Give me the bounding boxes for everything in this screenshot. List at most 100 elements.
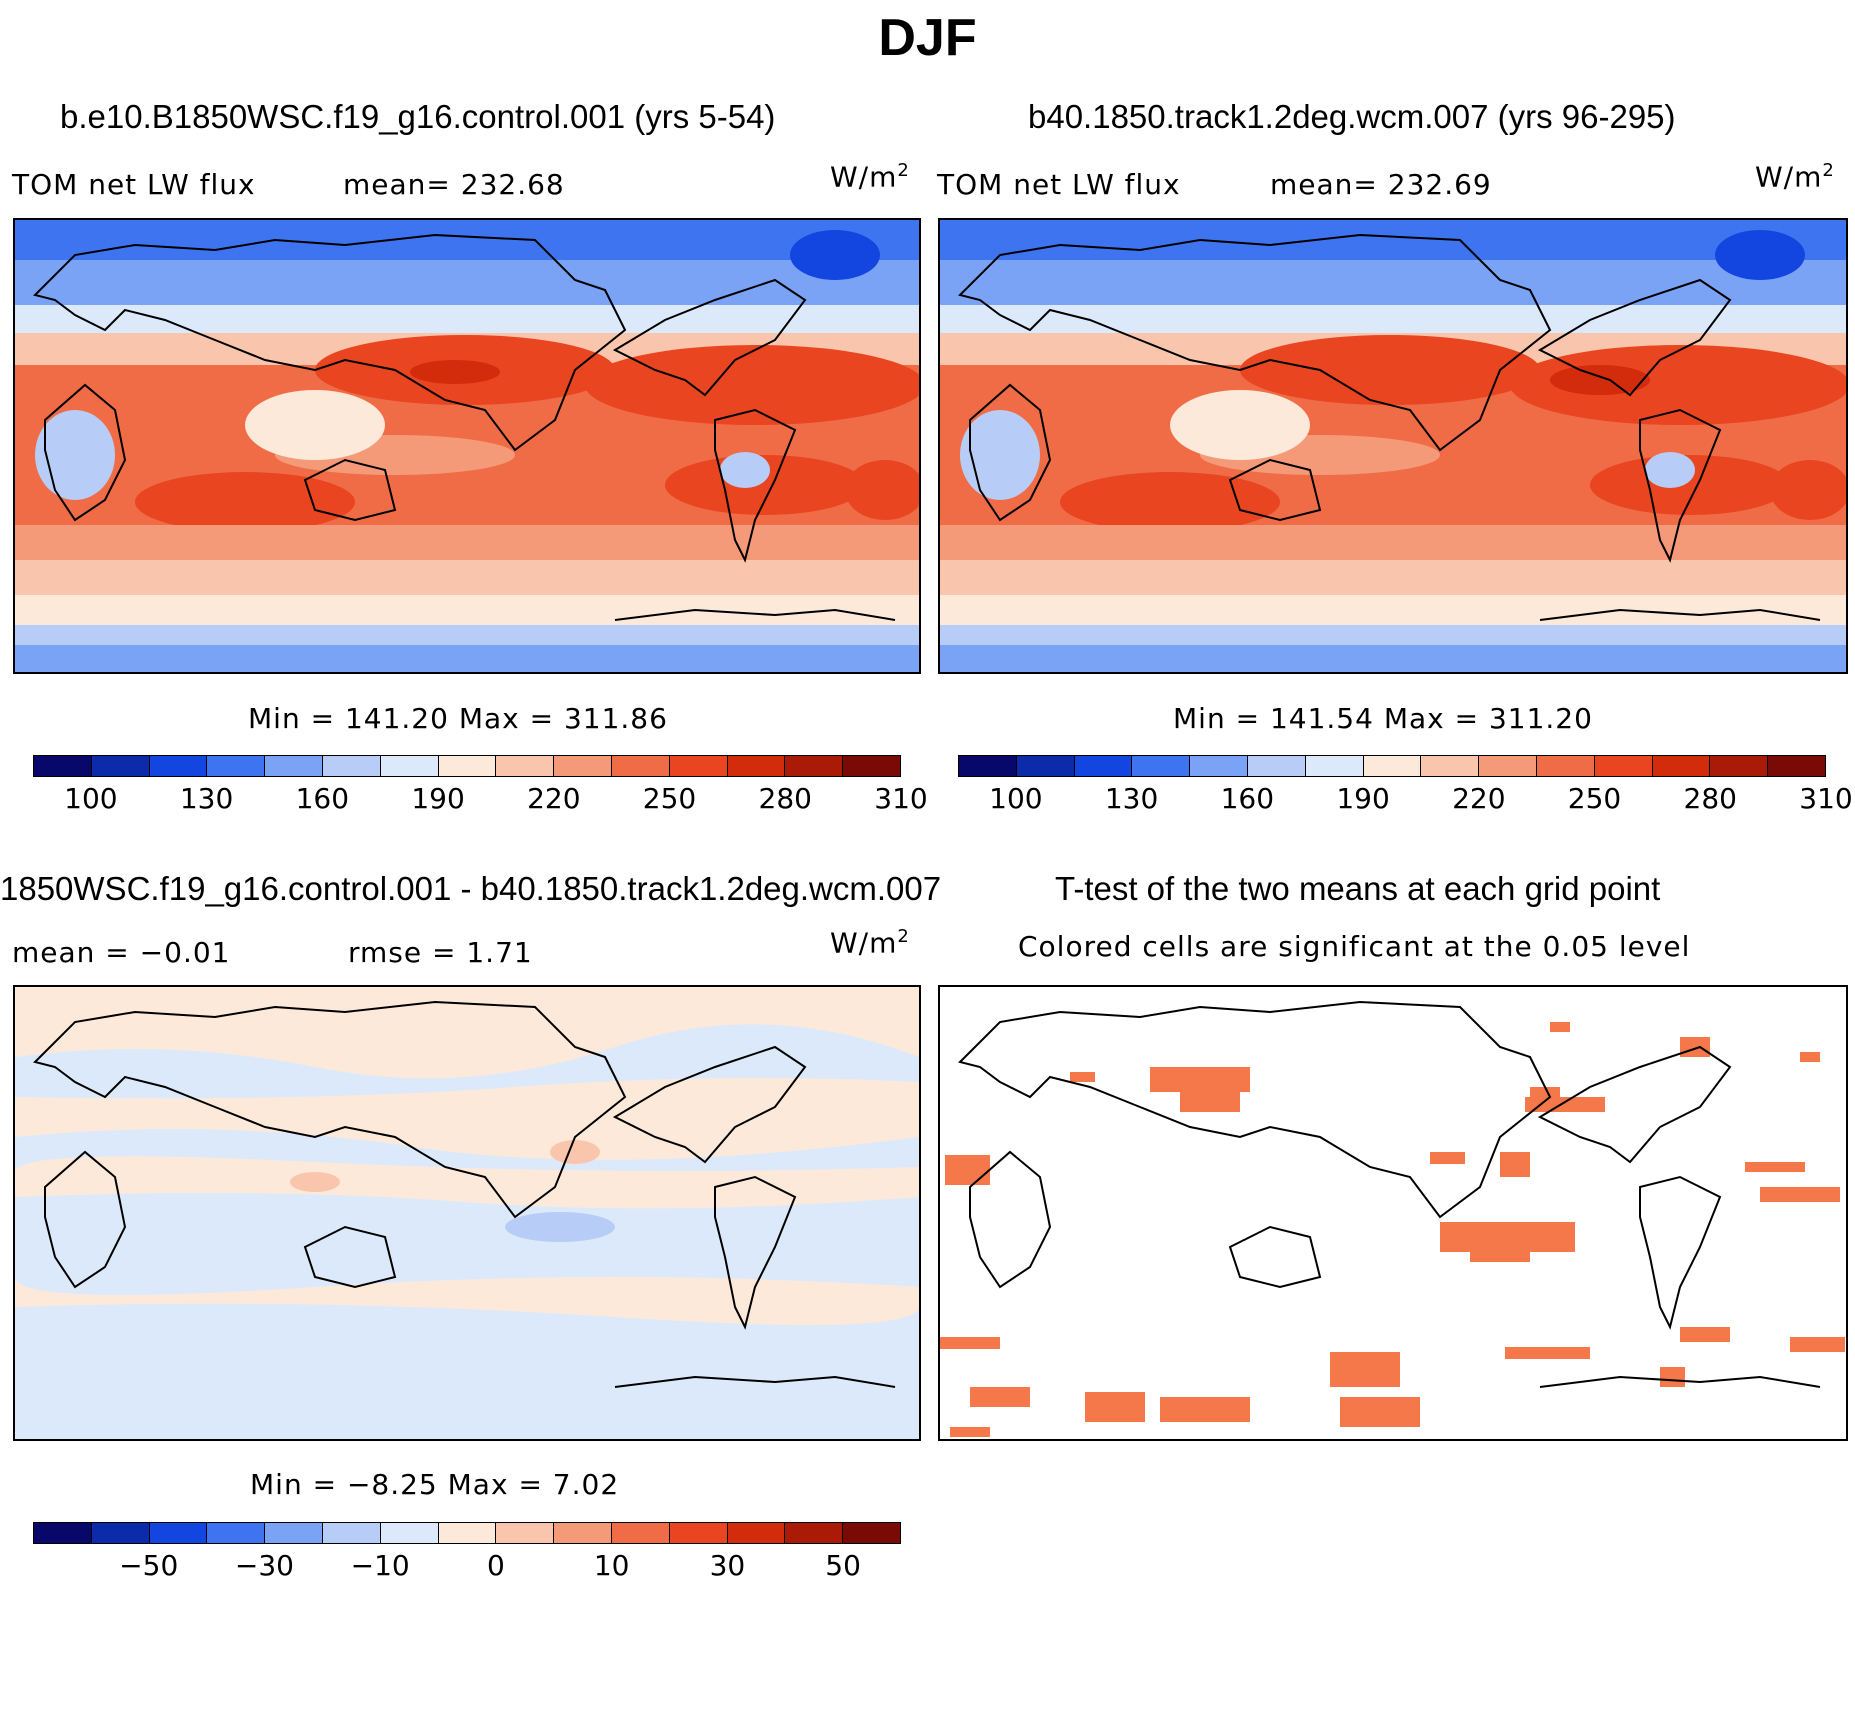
panel-b-mean: mean= 232.69 (1270, 168, 1492, 201)
panel-a-field (15, 220, 919, 672)
colorbar-swatch (669, 756, 728, 776)
colorbar-tick-label: 100 (989, 782, 1043, 815)
colorbar-swatch (727, 1523, 786, 1543)
colorbar-swatch (1768, 756, 1825, 776)
colorbar-swatch (785, 756, 844, 776)
panel-b-units: W/m2 (1755, 160, 1835, 194)
colorbar-tick-label: 160 (295, 782, 350, 815)
panel-b-field (940, 220, 1846, 672)
colorbar-tick-label: 190 (411, 782, 465, 815)
panel-c-map (13, 985, 921, 1441)
colorbar-swatch (1016, 756, 1075, 776)
colorbar-swatch (34, 756, 92, 776)
colorbar-swatch (265, 756, 323, 776)
colorbar-swatch (1305, 756, 1364, 776)
colorbar-a (33, 755, 901, 777)
colorbar-swatch (1421, 756, 1480, 776)
colorbar-swatch (843, 1523, 900, 1543)
colorbar-tick-label: 250 (642, 782, 697, 815)
colorbar-tick-label: −30 (234, 1549, 294, 1582)
panel-c-title: 1850WSC.f19_g16.control.001 - b40.1850.t… (0, 870, 942, 907)
panel-a-minmax: Min = 141.20 Max = 311.86 (248, 702, 668, 735)
colorbar-swatch (1247, 756, 1306, 776)
colorbar-tick-label: 280 (1683, 782, 1737, 815)
panel-b-title: b40.1850.track1.2deg.wcm.007 (yrs 96-295… (1028, 98, 1676, 135)
panel-d-field (940, 987, 1846, 1439)
colorbar-swatch (91, 756, 150, 776)
colorbar-swatch (611, 756, 670, 776)
colorbar-b (958, 755, 1826, 777)
panel-b-variable: TOM net LW flux (937, 168, 1181, 201)
colorbar-swatch (149, 1523, 208, 1543)
colorbar-tick-label: −10 (350, 1549, 410, 1582)
colorbar-swatch (438, 756, 497, 776)
colorbar-swatch (1536, 756, 1595, 776)
colorbar-tick-label: 10 (593, 1549, 630, 1582)
colorbar-tick-label: 310 (1799, 782, 1853, 815)
colorbar-tick-label: 100 (64, 782, 118, 815)
colorbar-a-ticks: 100 130 160 190 220 250 280 310 (33, 782, 928, 822)
panel-a-variable: TOM net LW flux (12, 168, 256, 201)
colorbar-swatch (207, 1523, 266, 1543)
panel-b-map (938, 218, 1848, 674)
colorbar-swatch (322, 1523, 381, 1543)
colorbar-swatch (554, 1523, 612, 1543)
colorbar-swatch (1363, 756, 1422, 776)
colorbar-swatch (785, 1523, 844, 1543)
colorbar-swatch (669, 1523, 728, 1543)
panel-c-rmse: rmse = 1.71 (348, 936, 533, 969)
colorbar-swatch (322, 756, 381, 776)
colorbar-swatch (149, 756, 208, 776)
colorbar-swatch (1710, 756, 1769, 776)
colorbar-swatch (496, 756, 555, 776)
colorbar-swatch (843, 756, 900, 776)
colorbar-swatch (496, 1523, 555, 1543)
panel-b-minmax: Min = 141.54 Max = 311.20 (1173, 702, 1593, 735)
colorbar-tick-label: 130 (179, 782, 234, 815)
colorbar-tick-label: 50 (825, 1549, 861, 1582)
colorbar-tick-label: −50 (119, 1549, 179, 1582)
colorbar-swatch (1652, 756, 1711, 776)
colorbar-swatch (1074, 756, 1133, 776)
colorbar-swatch (34, 1523, 92, 1543)
panel-a-units: W/m2 (830, 160, 910, 194)
colorbar-c-ticks: −50 −30 −10 0 10 30 50 (33, 1549, 901, 1589)
panel-d-subtitle: Colored cells are significant at the 0.0… (1018, 930, 1691, 963)
colorbar-tick-label: 220 (1452, 782, 1506, 815)
colorbar-tick-label: 0 (487, 1549, 505, 1582)
colorbar-tick-label: 280 (758, 782, 812, 815)
colorbar-swatch (959, 756, 1017, 776)
colorbar-swatch (380, 756, 439, 776)
colorbar-swatch (554, 756, 612, 776)
colorbar-tick-label: 250 (1567, 782, 1622, 815)
panel-c-mean: mean = −0.01 (12, 936, 231, 969)
colorbar-tick-label: 310 (874, 782, 928, 815)
panel-a-title: b.e10.B1850WSC.f19_g16.control.001 (yrs … (60, 98, 776, 135)
colorbar-swatch (1594, 756, 1653, 776)
panel-a-mean: mean= 232.68 (343, 168, 565, 201)
colorbar-swatch (1190, 756, 1248, 776)
panel-c-minmax: Min = −8.25 Max = 7.02 (250, 1468, 620, 1501)
colorbar-tick-label: 30 (709, 1549, 746, 1582)
colorbar-swatch (1479, 756, 1537, 776)
colorbar-swatch (91, 1523, 150, 1543)
panel-c-field (15, 987, 919, 1439)
colorbar-swatch (1132, 756, 1191, 776)
colorbar-c (33, 1522, 901, 1544)
colorbar-swatch (380, 1523, 439, 1543)
colorbar-tick-label: 190 (1336, 782, 1390, 815)
colorbar-b-ticks: 100 130 160 190 220 250 280 310 (958, 782, 1853, 822)
colorbar-swatch (438, 1523, 497, 1543)
colorbar-swatch (265, 1523, 323, 1543)
colorbar-tick-label: 220 (527, 782, 581, 815)
colorbar-swatch (207, 756, 266, 776)
panel-c-units: W/m2 (830, 926, 910, 960)
figure-title: DJF (878, 9, 977, 67)
panel-d-title: T-test of the two means at each grid poi… (1055, 870, 1661, 907)
colorbar-swatch (727, 756, 786, 776)
colorbar-tick-label: 130 (1104, 782, 1159, 815)
panel-d-map (938, 985, 1848, 1441)
panel-a-map (13, 218, 921, 674)
colorbar-swatch (611, 1523, 670, 1543)
colorbar-tick-label: 160 (1220, 782, 1275, 815)
